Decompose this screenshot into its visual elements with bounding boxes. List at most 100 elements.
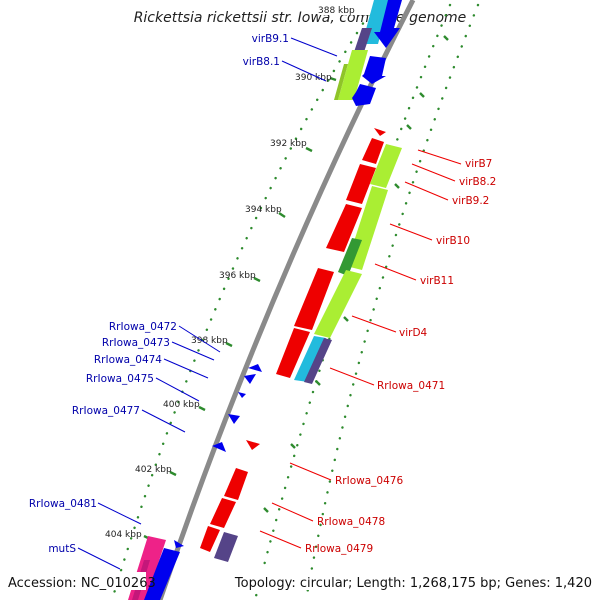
gene-label-RrIowa_0473[interactable]: RrIowa_0473 xyxy=(102,337,170,349)
label-line xyxy=(351,315,397,333)
reverse-label-lines xyxy=(259,149,462,549)
gene-label-RrIowa_0478[interactable]: RrIowa_0478 xyxy=(317,516,385,528)
genome-summary-text: Topology: circular; Length: 1,268,175 bp… xyxy=(234,576,592,591)
label-line xyxy=(329,367,375,386)
top-cluster xyxy=(334,0,402,106)
lower-cluster xyxy=(200,468,248,562)
cds-block-purple xyxy=(214,532,238,562)
reverse-gene-RrIowa_0476[interactable] xyxy=(224,468,248,500)
tick-mark xyxy=(343,316,349,322)
reverse-gene-small[interactable] xyxy=(246,440,260,450)
cds-block-green-shadow xyxy=(334,64,348,100)
label-line xyxy=(178,325,221,353)
scale-label: 404 kbp xyxy=(105,530,142,540)
reverse-gene-virD4[interactable] xyxy=(276,328,310,378)
label-line xyxy=(163,358,209,379)
reverse-gene-virB10[interactable] xyxy=(326,204,362,252)
tick-mark xyxy=(406,124,412,130)
gene-label-RrIowa_0475[interactable]: RrIowa_0475 xyxy=(86,373,154,385)
forward-gene-RrIowa_0477[interactable] xyxy=(228,414,240,424)
forward-gene-RrIowa_0473[interactable] xyxy=(244,374,256,384)
label-line xyxy=(281,60,327,82)
gene-label-RrIowa_0474[interactable]: RrIowa_0474 xyxy=(94,354,162,366)
label-line xyxy=(404,181,449,201)
gene-label-mutS[interactable]: mutS xyxy=(48,543,76,555)
label-line xyxy=(417,149,462,165)
label-line xyxy=(271,502,314,522)
forward-gene-block[interactable] xyxy=(352,84,376,106)
scale-label: 402 kbp xyxy=(135,465,172,475)
reverse-gene-virB8.2[interactable] xyxy=(362,138,384,164)
tick-mark xyxy=(278,212,286,218)
cds-block-green xyxy=(338,50,368,100)
label-line xyxy=(289,462,332,481)
label-line xyxy=(141,409,186,433)
gene-label-RrIowa_0472[interactable]: RrIowa_0472 xyxy=(109,321,177,333)
map-title: Rickettsia rickettsii str. Iowa, complet… xyxy=(134,10,467,26)
scale-label: 396 kbp xyxy=(219,271,256,281)
forward-gene-RrIowa_0481[interactable] xyxy=(174,540,184,548)
label-line xyxy=(155,377,200,402)
reverse-gene-labels: virB7 virB8.2 virB9.2 virB10 virB11 virD… xyxy=(305,158,496,555)
gene-label-virB9.1[interactable]: virB9.1 xyxy=(252,33,289,45)
tick-mark xyxy=(263,507,269,513)
gene-label-virB8.2[interactable]: virB8.2 xyxy=(459,176,496,188)
far-scale-track xyxy=(304,3,480,600)
reverse-gene-virB7[interactable] xyxy=(374,128,386,136)
forward-gene-mutS[interactable] xyxy=(144,548,180,600)
reverse-gene-RrIowa_0479[interactable] xyxy=(200,526,220,552)
tick-mark xyxy=(225,341,233,348)
tick-mark xyxy=(305,146,313,153)
forward-gene-small[interactable] xyxy=(212,442,226,452)
reverse-gene-virB11[interactable] xyxy=(294,268,334,330)
tick-mark xyxy=(329,76,337,82)
gene-label-RrIowa_0481[interactable]: RrIowa_0481 xyxy=(29,498,97,510)
scale-label: 400 kbp xyxy=(163,400,200,410)
scale-tracks xyxy=(110,3,480,600)
small-forward-genes xyxy=(212,364,262,452)
gene-label-virB7[interactable]: virB7 xyxy=(465,158,492,170)
scale-label: 394 kbp xyxy=(245,205,282,215)
gene-label-RrIowa_0471[interactable]: RrIowa_0471 xyxy=(377,380,445,392)
tick-mark xyxy=(253,276,261,283)
gene-label-RrIowa_0476[interactable]: RrIowa_0476 xyxy=(335,475,403,487)
scale-label: 388 kbp xyxy=(318,6,355,16)
gene-label-virB9.2[interactable]: virB9.2 xyxy=(452,195,489,207)
scale-label: 392 kbp xyxy=(270,139,307,149)
tick-mark xyxy=(169,470,177,477)
label-line xyxy=(77,547,121,570)
forward-label-lines xyxy=(77,37,338,570)
cds-block-cyan xyxy=(294,336,326,382)
accession-text: Accession: NC_010263 xyxy=(8,576,156,591)
middle-cluster xyxy=(276,128,402,384)
forward-gene-virB8.1[interactable] xyxy=(362,56,386,84)
reverse-gene-virB9.2[interactable] xyxy=(346,164,376,204)
tick-mark xyxy=(394,183,400,189)
gene-label-RrIowa_0477[interactable]: RrIowa_0477 xyxy=(72,405,140,417)
label-line xyxy=(411,163,456,182)
gene-label-virB11[interactable]: virB11 xyxy=(420,275,454,287)
gene-label-virB10[interactable]: virB10 xyxy=(436,235,470,247)
tick-mark xyxy=(198,405,206,412)
gene-label-virD4[interactable]: virD4 xyxy=(399,327,428,339)
gene-label-virB8.1[interactable]: virB8.1 xyxy=(243,56,280,68)
forward-gene-RrIowa_0475[interactable] xyxy=(238,392,246,398)
cds-block-green xyxy=(370,144,402,188)
label-line xyxy=(374,263,417,281)
gene-label-RrIowa_0479[interactable]: RrIowa_0479 xyxy=(305,543,373,555)
scale-label-bg xyxy=(318,4,370,15)
tick-mark xyxy=(419,92,425,98)
cds-block-dark-green xyxy=(338,238,362,276)
tick-mark xyxy=(443,35,449,41)
forward-gene-RrIowa_0472[interactable] xyxy=(248,364,262,372)
label-line xyxy=(171,341,215,361)
forward-gene-virB9.1[interactable] xyxy=(374,0,402,48)
inner-ticks xyxy=(263,35,449,513)
tick-mark xyxy=(315,380,321,386)
scale-labels: 388 kbp 390 kbp 392 kbp 394 kbp 396 kbp … xyxy=(105,4,370,540)
reverse-gene-RrIowa_0478[interactable] xyxy=(210,498,236,528)
scale-label: 398 kbp xyxy=(191,336,228,346)
accession-bg xyxy=(6,572,146,590)
